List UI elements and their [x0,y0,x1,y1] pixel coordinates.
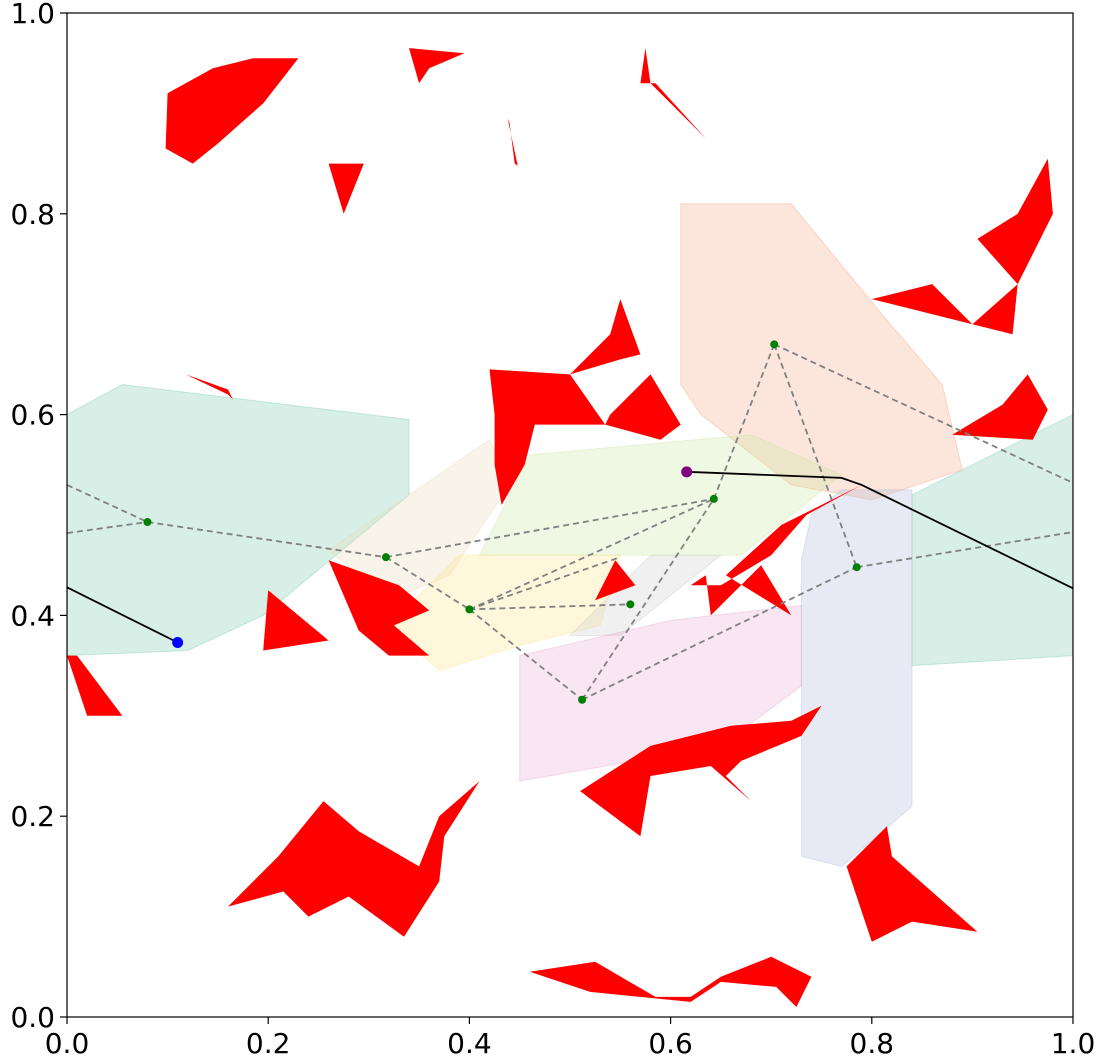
y-tick-label: 0.4 [10,599,55,632]
obstacle-polygon [228,781,480,937]
y-tick-label: 0.0 [10,1001,55,1034]
roadmap-edge [66,521,148,534]
path-line [686,470,1074,590]
obstacle-polygon [328,560,430,656]
roadmap-edge [469,498,715,611]
obstacle-polygon [507,118,518,166]
roadmap-edge [385,556,470,611]
roadmap-edge [385,498,715,559]
obstacle-polygon [165,58,299,164]
y-tick-label: 0.8 [10,198,55,231]
roadmap-edges [66,343,1074,701]
free-region [478,434,843,556]
obstacle-polygon [580,705,822,837]
obstacles [67,48,1053,1007]
path-line [66,586,179,644]
endpoints [172,466,693,649]
roadmap-edge [469,556,621,611]
roadmap-node [381,553,390,562]
roadmap-node [709,494,718,503]
y-tick-label: 0.2 [10,800,55,833]
obstacle-polygon [489,299,681,505]
roadmap-edge [856,531,1074,569]
roadmap-edge [147,521,387,559]
obstacle-polygon [640,48,706,139]
obstacle-polygon [409,48,465,84]
goal-marker [681,466,693,478]
obstacle-polygon [871,284,1018,335]
plot-frame [66,12,1074,1018]
roadmap-node [578,695,587,704]
obstacle-polygon [977,158,1053,285]
obstacle-polygon [328,163,364,214]
obstacle-polygon [263,590,329,651]
roadmap-node [852,563,861,572]
roadmap-edge [581,566,858,701]
free-region [388,554,621,672]
x-tick-label: 0.0 [45,1027,90,1059]
obstacle-polygon [529,956,812,1007]
free-region [680,203,963,501]
roadmap-nodes [143,340,861,704]
x-axis: 0.0 0.2 0.4 0.6 0.8 1.0 [45,1017,1096,1059]
roadmap-edge [773,343,1074,484]
roadmap-edge [713,343,776,500]
obstacle-polygon [952,374,1048,440]
roadmap-edge [468,608,583,701]
roadmap-node [626,600,635,609]
solution-paths [66,470,1074,644]
roadmap-edge [581,498,715,701]
y-tick-label: 0.6 [10,399,55,432]
x-tick-label: 1.0 [1051,1027,1096,1059]
x-tick-label: 0.4 [447,1027,492,1059]
free-region [800,489,913,867]
y-tick-label: 1.0 [10,0,55,30]
roadmap-node [770,340,779,349]
roadmap-node [465,605,474,614]
y-axis: 0.0 0.2 0.4 0.6 0.8 1.0 [10,0,67,1034]
roadmap-edge [66,484,148,523]
free-region [66,383,410,657]
obstacle-polygon [595,560,636,601]
roadmap-node [143,518,152,527]
obstacle-polygon [690,484,862,616]
x-tick-label: 0.6 [648,1027,693,1059]
obstacle-polygon [67,655,123,716]
free-space-regions [66,203,1074,867]
x-tick-label: 0.2 [246,1027,291,1059]
start-marker [172,637,184,649]
x-tick-label: 0.8 [850,1027,895,1059]
roadmap-edge [469,603,631,611]
obstacle-polygon [846,826,978,942]
